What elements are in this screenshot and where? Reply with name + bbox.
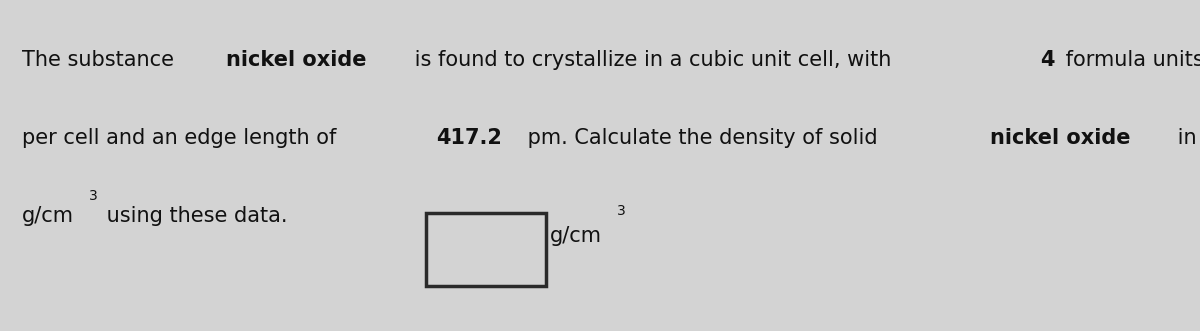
FancyBboxPatch shape [426,213,546,286]
Text: nickel oxide: nickel oxide [227,50,367,70]
Text: nickel oxide: nickel oxide [990,128,1130,148]
Text: 3: 3 [89,189,97,203]
Text: in: in [1171,128,1196,148]
Text: 3: 3 [617,204,625,218]
Text: g/cm: g/cm [22,206,73,226]
Text: 417.2: 417.2 [436,128,502,148]
Text: is found to crystallize in a cubic unit cell, with: is found to crystallize in a cubic unit … [408,50,898,70]
Text: 4: 4 [1040,50,1055,70]
Text: pm. Calculate the density of solid: pm. Calculate the density of solid [521,128,884,148]
Text: The substance: The substance [22,50,180,70]
Text: g/cm: g/cm [550,226,601,246]
Text: using these data.: using these data. [100,206,288,226]
Text: formula units: formula units [1058,50,1200,70]
Text: per cell and an edge length of: per cell and an edge length of [22,128,343,148]
